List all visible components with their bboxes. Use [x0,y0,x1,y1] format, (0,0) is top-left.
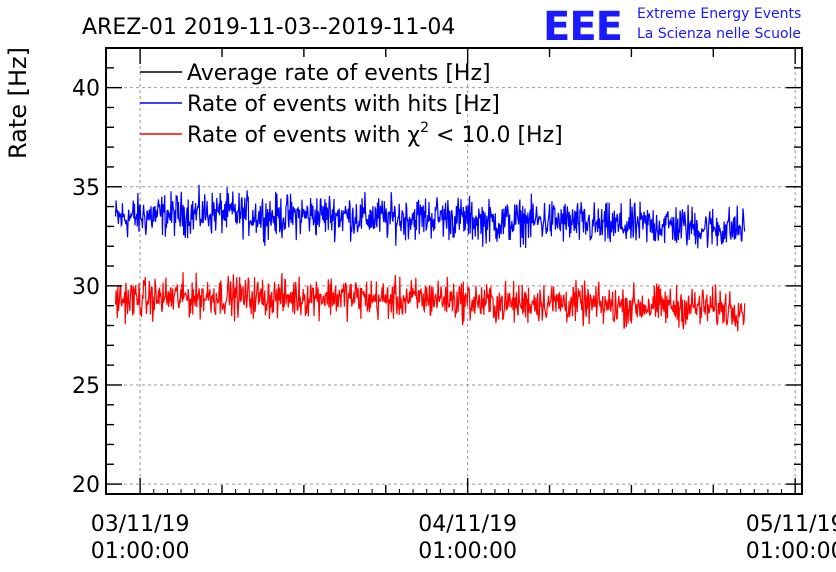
x-tick-label-date: 05/11/19 [746,512,836,537]
x-tick-label-date: 04/11/19 [418,512,517,537]
legend-label-chi2: Rate of events with χ2 < 10.0 [Hz] [187,120,563,148]
x-tick-label-time: 01:00:00 [418,539,517,564]
y-tick-label: 35 [72,176,100,201]
legend-label-average: Average rate of events [Hz] [187,61,491,86]
y-tick-label: 40 [72,77,100,102]
x-tick-label-time: 01:00:00 [91,539,190,564]
eee-logo: EEE Extreme Energy Events La Scienza nel… [543,4,801,50]
eee-logo-line2: La Scienza nelle Scuole [637,26,801,42]
y-tick-label: 30 [72,275,100,300]
legend: Average rate of events [Hz] Rate of even… [140,61,563,148]
eee-logo-mark: EEE [543,4,622,50]
y-axis-label: Rate [Hz] [4,47,32,159]
y-tick-label: 25 [72,374,100,399]
x-tick-label-date: 03/11/19 [91,512,190,537]
y-tick-label: 20 [72,473,100,498]
axes: 202530354003/11/1901:00:0004/11/1901:00:… [72,47,836,564]
legend-label-chi2-sup: 2 [420,120,429,136]
legend-label-chi2-suffix: < 10.0 [Hz] [429,123,563,148]
legend-label-chi2-prefix: Rate of events with [187,123,407,148]
legend-label-hits: Rate of events with hits [Hz] [187,92,500,117]
series-layer [114,184,746,332]
x-tick-label-time: 01:00:00 [746,539,836,564]
series-line-0 [114,184,746,249]
eee-logo-line1: Extreme Energy Events [637,6,801,22]
legend-label-chi2-symbol: χ [407,123,420,148]
chart-title: AREZ-01 2019-11-03--2019-11-04 [82,15,455,40]
series-line-1 [114,272,746,332]
